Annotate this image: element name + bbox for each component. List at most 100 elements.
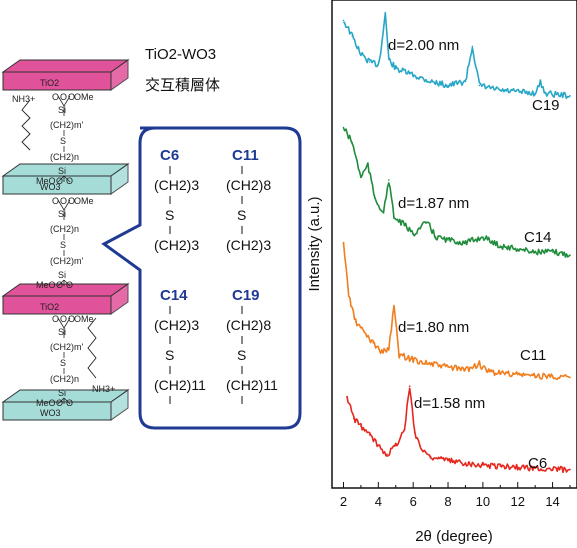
anchor-bonds — [57, 175, 71, 183]
series-c6: C6 d=1.58 nm — [346, 385, 571, 474]
silicon-label: Si — [58, 209, 66, 219]
data-point — [551, 468, 554, 471]
x-tick-label: 10 — [476, 494, 490, 509]
methoxy-label: MeO — [36, 176, 56, 186]
upper-chain: (CH2)8 — [226, 177, 271, 193]
methoxy-label: OMe — [74, 196, 94, 206]
data-point — [360, 425, 362, 428]
upper-chain: (CH2)8 — [226, 317, 271, 333]
data-point — [367, 164, 369, 166]
silicon-label: Si — [58, 166, 66, 176]
lower-chain: (CH2)3 — [154, 237, 199, 253]
chart-series: C19 d=2.00 nm C14 d=1.87 nm C11 d=1.80 nm C6 d=… — [342, 11, 571, 474]
y-axis-label: Intensity (a.u.) — [306, 196, 323, 291]
x-tick-label: 2 — [340, 494, 347, 509]
xrd-chart: 2 4 6 8 10 12 14 C19 d=2.00 nm C14 d=1.87 nm C11 d=… — [306, 0, 577, 545]
data-point — [429, 80, 432, 83]
layer-label: WO3 — [40, 408, 61, 418]
data-point — [363, 331, 366, 334]
d-spacing-annotation: d=2.00 nm — [388, 37, 459, 54]
data-point — [482, 236, 484, 238]
data-point — [478, 363, 481, 365]
x-tick-label: 4 — [375, 494, 382, 509]
data-point — [384, 11, 387, 14]
x-tick-label: 8 — [444, 494, 451, 509]
oxygen-label: O — [68, 92, 75, 102]
data-point — [464, 462, 467, 464]
data-point — [499, 372, 502, 374]
silicon-label: Si — [58, 105, 66, 115]
data-point — [534, 375, 536, 377]
data-point — [393, 306, 395, 308]
layer-3: WO3 — [1, 389, 130, 421]
ch2-label: (CH2)m' — [50, 342, 83, 352]
oxygen-label: O — [60, 92, 67, 102]
data-point — [534, 92, 536, 94]
anchor-bonds — [57, 279, 71, 287]
data-point — [569, 376, 571, 379]
data-point — [412, 358, 415, 361]
series-label: C19 — [532, 97, 560, 114]
series-line — [342, 242, 571, 381]
oxygen-label: O — [68, 314, 75, 324]
x-axis-ticks: 2 4 6 8 10 12 14 — [340, 482, 571, 509]
data-point — [342, 126, 345, 129]
data-point — [354, 321, 357, 323]
data-point — [447, 239, 449, 241]
data-point — [403, 428, 406, 431]
upper-chain: (CH2)3 — [154, 317, 199, 333]
data-point — [414, 431, 416, 434]
data-point — [395, 444, 397, 447]
structure-c19: C19 (CH2)8 S (CH2)11 — [226, 287, 278, 404]
data-point — [347, 294, 350, 296]
data-point — [393, 216, 395, 219]
data-point — [429, 363, 432, 365]
data-point — [412, 233, 415, 235]
structure-name: C14 — [160, 287, 188, 304]
data-point — [398, 354, 401, 356]
data-point — [382, 212, 385, 214]
methoxy-label: MeO — [36, 280, 56, 290]
methoxy-label: MeO — [36, 398, 56, 408]
callout-structures: C6 (CH2)3 S (CH2)3 C11 (CH2)8 S (CH2)3 C14 (CH2)3… — [154, 147, 278, 404]
anchor-bonds — [57, 317, 71, 338]
data-point — [429, 455, 432, 458]
data-point — [482, 464, 484, 466]
data-point — [534, 251, 536, 253]
methoxy-label: OMe — [74, 314, 94, 324]
structure-name: C6 — [160, 147, 179, 164]
sulfur: S — [165, 347, 174, 363]
data-point — [408, 385, 411, 388]
lower-chain: (CH2)11 — [226, 377, 278, 393]
layer-label: TiO2 — [40, 78, 59, 88]
data-point — [499, 245, 502, 247]
oxygen-label: O — [68, 196, 75, 206]
data-point — [539, 82, 542, 84]
sulfur: S — [237, 207, 246, 223]
silicon-label: Si — [58, 388, 66, 398]
ch2-label: (CH2)m' — [50, 120, 83, 130]
data-point — [421, 449, 423, 451]
data-point — [534, 467, 536, 470]
data-point — [388, 58, 390, 61]
series-line — [342, 127, 571, 258]
data-point — [388, 348, 390, 350]
oxygen-label: O — [52, 314, 59, 324]
series-label: C14 — [524, 229, 552, 246]
data-point — [360, 53, 362, 55]
methoxy-label: OMe — [74, 92, 94, 102]
data-point — [381, 43, 383, 45]
data-point — [471, 45, 474, 48]
ammonium-label: NH3+ — [92, 384, 115, 394]
series-c14: C14 d=1.87 nm — [342, 126, 571, 258]
series-c11: C11 d=1.80 nm — [342, 241, 571, 381]
data-point — [435, 236, 437, 238]
slab-top — [1, 59, 130, 73]
x-tick-label: 12 — [510, 494, 524, 509]
data-point — [464, 80, 467, 83]
callout-box — [101, 126, 302, 430]
data-point — [485, 370, 488, 373]
ammonium-label: NH3+ — [12, 94, 35, 104]
